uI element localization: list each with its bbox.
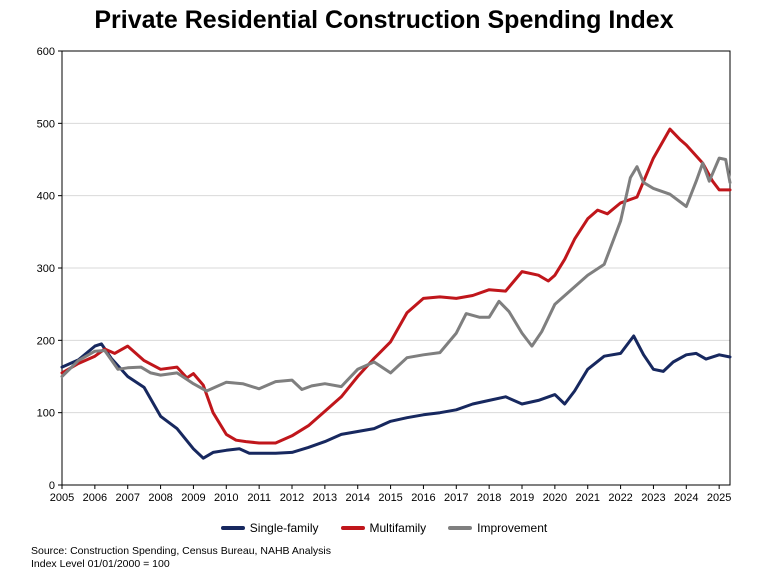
y-tick-label-600: 600 — [37, 46, 55, 58]
x-tick-label-2019: 2019 — [510, 492, 534, 504]
legend-label-multifamily: Multifamily — [369, 521, 427, 535]
legend-label-improvement: Improvement — [477, 521, 548, 535]
legend: Single-family Multifamily Improvement — [0, 521, 768, 535]
x-tick-label-2025: 2025 — [707, 492, 731, 504]
x-tick-label-2018: 2018 — [477, 492, 501, 504]
x-tick-label-2005: 2005 — [50, 492, 74, 504]
x-tick-label-2021: 2021 — [575, 492, 599, 504]
x-axis: 2005 2006 2007 2008 2009 2010 2011 2012 2013 2014… — [50, 485, 731, 504]
x-tick-label-2007: 2007 — [115, 492, 139, 504]
x-tick-label-2009: 2009 — [181, 492, 205, 504]
x-tick-label-2024: 2024 — [674, 492, 698, 504]
x-tick-label-2011: 2011 — [247, 492, 271, 504]
x-tick-label-2016: 2016 — [411, 492, 435, 504]
series-line-improvement — [60, 156, 732, 393]
x-tick-label-2015: 2015 — [378, 492, 402, 504]
x-tick-label-2013: 2013 — [313, 492, 337, 504]
x-tick-label-2012: 2012 — [280, 492, 304, 504]
x-tick-label-2023: 2023 — [641, 492, 665, 504]
legend-swatch-improvement — [448, 526, 473, 530]
x-tick-label-2014: 2014 — [345, 492, 369, 504]
y-tick-label-0: 0 — [49, 480, 55, 492]
legend-label-single-family: Single-family — [249, 521, 319, 535]
series-lines — [60, 127, 732, 460]
legend-item-improvement: Improvement — [448, 521, 547, 535]
y-tick-label-200: 200 — [37, 335, 55, 347]
gridlines — [62, 122, 730, 414]
y-tick-label-400: 400 — [37, 191, 55, 203]
series-line-single-family — [60, 334, 732, 460]
legend-swatch-single-family — [220, 526, 245, 530]
chart-notes: Source: Construction Spending, Census Bu… — [31, 545, 331, 571]
series-line-multifamily — [60, 127, 732, 445]
legend-item-single-family: Single-family — [220, 521, 319, 535]
legend-item-multifamily: Multifamily — [340, 521, 427, 535]
x-tick-label-2017: 2017 — [444, 492, 468, 504]
y-tick-label-300: 300 — [37, 263, 55, 275]
x-tick-label-2006: 2006 — [83, 492, 107, 504]
x-tick-label-2020: 2020 — [543, 492, 567, 504]
index-note: Index Level 01/01/2000 = 100 — [31, 558, 170, 570]
y-tick-label-500: 500 — [37, 118, 55, 130]
y-tick-label-100: 100 — [37, 408, 55, 420]
legend-swatch-multifamily — [340, 526, 365, 530]
y-axis: 0 100 200 300 400 500 600 — [37, 46, 62, 492]
x-tick-label-2008: 2008 — [148, 492, 172, 504]
source-note: Source: Construction Spending, Census Bu… — [31, 545, 331, 557]
chart-title: Private Residential Construction Spendin… — [94, 6, 674, 34]
x-tick-label-2022: 2022 — [608, 492, 632, 504]
x-tick-label-2010: 2010 — [214, 492, 238, 504]
